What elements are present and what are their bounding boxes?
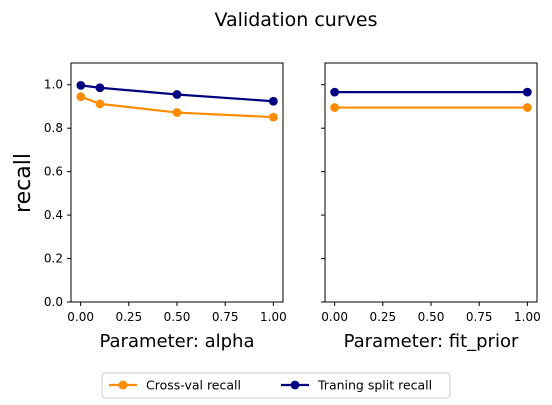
training-split-point [268, 96, 278, 106]
subplot-2: 0.00 0.25 0.50 0.75 1.00 Parameter: fit_prior [321, 62, 541, 352]
x-tick-label: 0.25 [115, 310, 142, 324]
legend-entry-training-split: Traning split recall [281, 378, 432, 393]
cross-val-point [172, 108, 182, 117]
y-tick-label: 0.4 [44, 208, 63, 222]
shared-y-axis-label: recall [11, 153, 36, 213]
x-tick-label: 0.50 [418, 310, 445, 324]
x-tick-label: 0.25 [369, 310, 396, 324]
cross-val-point [522, 103, 532, 112]
x-tick-label: 1.00 [514, 310, 541, 324]
legend-frame [101, 372, 451, 399]
x-tick-label: 0.75 [212, 310, 239, 324]
legend-marker [118, 380, 128, 390]
y-tick-label: 0.0 [44, 295, 63, 309]
y-tick-label: 0.2 [44, 252, 63, 266]
y-tick-label: 0.8 [44, 121, 63, 135]
x-tick-label: 0.00 [67, 310, 94, 324]
cross-val-point [95, 99, 105, 109]
x-tick-label: 0.75 [466, 310, 493, 324]
x-axis-label: Parameter: alpha [99, 331, 254, 352]
x-tick-label: 1.00 [260, 310, 287, 324]
x-axis-label: Parameter: fit_prior [344, 331, 519, 352]
legend-label: Cross-val recall [146, 378, 241, 393]
cross-val-point [330, 103, 340, 112]
subplot-1: 0.00 0.25 0.50 0.75 1.00 0.0 0.2 0.4 0.6 0.8 1.0 Pa… [44, 62, 287, 352]
y-tick-label: 0.6 [44, 165, 63, 179]
figure-title: Validation curves [215, 9, 378, 31]
training-split-point [522, 87, 532, 97]
x-tick-label: 0.50 [164, 310, 191, 324]
cross-val-line [80, 95, 274, 119]
training-split-line [80, 84, 274, 103]
training-split-point [172, 90, 182, 99]
training-split-point [95, 83, 105, 93]
cross-val-point [268, 112, 278, 122]
legend-label: Traning split recall [317, 378, 432, 393]
legend-entry-cross-val: Cross-val recall [109, 378, 241, 393]
x-tick-label: 0.00 [321, 310, 348, 324]
training-split-point [330, 87, 340, 97]
subplots: 0.00 0.25 0.50 0.75 1.00 0.0 0.2 0.4 0.6 0.8 1.0 Pa… [44, 62, 541, 352]
cross-val-point [76, 92, 86, 102]
training-split-point [76, 80, 86, 90]
legend: Cross-val recall Traning split recall [101, 372, 451, 399]
y-tick-label: 1.0 [44, 78, 63, 92]
legend-marker [290, 380, 300, 390]
plot-frame [324, 62, 538, 303]
